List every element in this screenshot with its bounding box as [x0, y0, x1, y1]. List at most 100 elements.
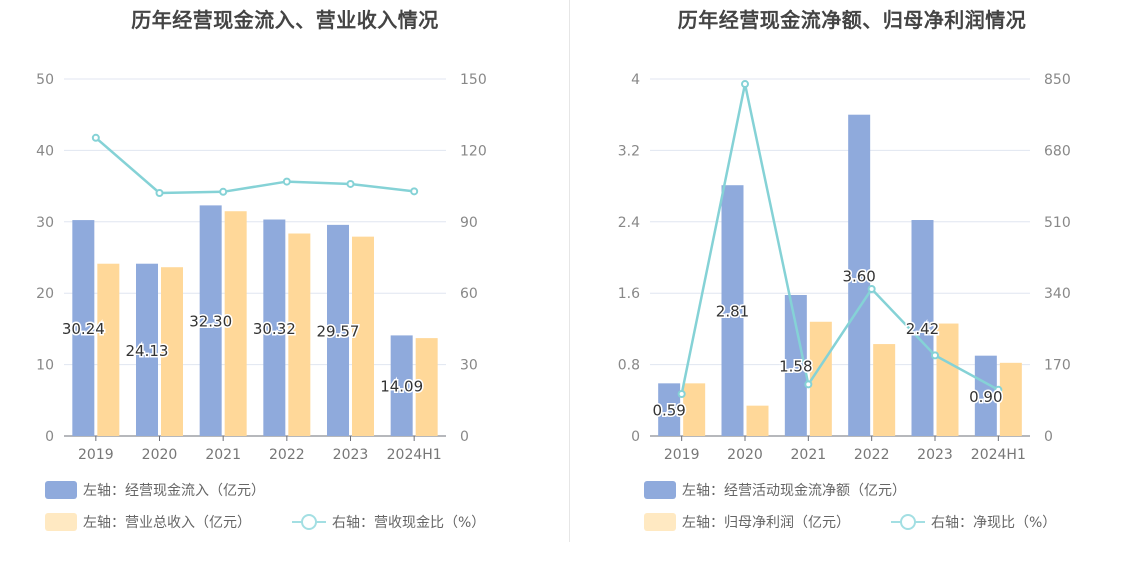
left-axis-tick-label: 40: [36, 143, 54, 159]
bar-value-label: 29.57: [317, 322, 360, 340]
bar-primary: [136, 263, 158, 436]
right-axis-tick-label: 680: [1044, 143, 1071, 159]
bar-value-label: 30.24: [62, 320, 105, 338]
ratio-point: [346, 179, 355, 188]
bar-primary: [911, 220, 934, 436]
bar-secondary: [683, 383, 706, 436]
bar-secondary: [224, 211, 247, 436]
ratio-point: [867, 285, 876, 293]
bar-value-label: 2.81: [716, 303, 749, 321]
ratio-point: [155, 189, 164, 198]
x-axis-tick-label: 2021: [791, 447, 827, 463]
left-axis-tick-label: 4: [631, 72, 640, 88]
chart-plot-net-cash: 0 0.8 1.6 2.4 3.2 4 0 170 340 510 680 850 2019 2020 20…: [618, 72, 1071, 463]
ratio-line: [95, 136, 415, 195]
chart-title: 历年经营现金流入、营业收入情况: [131, 8, 439, 32]
bar-secondary: [352, 236, 374, 436]
x-axis-tick-label: 2022: [854, 447, 890, 463]
legend-label: 右轴：营收现金比（%）: [332, 515, 486, 531]
right-axis-tick-label: 120: [460, 143, 487, 159]
x-axis-tick-label: 2019: [664, 447, 700, 463]
bar-primary: [974, 355, 997, 436]
left-axis-tick-label: 0.8: [618, 358, 640, 374]
right-axis-tick-label: 850: [1044, 72, 1071, 88]
bar-secondary: [999, 362, 1022, 436]
ratio-point: [282, 177, 291, 186]
legend-swatch-orange: [45, 513, 77, 531]
bar-primary: [721, 185, 744, 436]
chart-panel-net-cash: 历年经营现金流净额、归母净利润情况 0 0.8 1.6 2.4 3.2 4 0 170 340 5…: [570, 0, 1134, 582]
bar-value-label: 0.90: [969, 388, 1002, 406]
right-axis-tick-label: 0: [460, 429, 469, 445]
bar-value-label: 32.30: [189, 313, 232, 331]
legend-label: 左轴：归母净利润（亿元）: [682, 515, 850, 531]
left-axis-tick-label: 30: [36, 215, 54, 231]
right-axis-tick-label: 0: [1044, 429, 1053, 445]
bar-secondary: [809, 321, 832, 436]
bar-secondary: [288, 233, 311, 436]
bar-value-label: 24.13: [126, 342, 169, 360]
bar-secondary: [936, 323, 959, 436]
legend-label: 左轴：经营活动现金流净额（亿元）: [682, 483, 906, 499]
legend-item-ratio[interactable]: 右轴：营收现金比（%）: [292, 512, 485, 532]
chart-panel-cash-inflow: 历年经营现金流入、营业收入情况 0 10 20 30 40 50 0 30 60 90 120 150…: [36, 8, 487, 532]
chart-title: 历年经营现金流净额、归母净利润情况: [677, 8, 1027, 32]
x-axis-tick-label: 2023: [917, 447, 953, 463]
legend-item-revenue[interactable]: 左轴：营业总收入（亿元）: [45, 512, 251, 532]
legend-swatch-blue: [45, 481, 77, 499]
ratio-point: [219, 187, 228, 196]
left-axis-tick-label: 2.4: [618, 215, 640, 231]
left-axis-tick-label: 0: [45, 429, 54, 445]
legend-line-icon: [292, 513, 326, 531]
legend-swatch-blue: [644, 481, 676, 499]
right-axis-tick-label: 510: [1044, 215, 1071, 231]
right-axis-tick-label: 150: [460, 72, 487, 88]
bar-secondary: [161, 267, 183, 436]
ratio-point: [677, 390, 686, 398]
bar-primary: [199, 205, 222, 436]
bar-primary: [784, 294, 807, 436]
bar-secondary: [415, 338, 438, 436]
ratio-point: [931, 351, 939, 360]
bar-secondary: [97, 263, 120, 436]
left-axis-tick-label: 10: [36, 358, 54, 374]
x-axis-tick-label: 2024H1: [971, 447, 1026, 463]
legend-swatch-orange: [644, 513, 676, 531]
x-axis-tick-label: 2023: [333, 447, 369, 463]
x-axis-tick-label: 2024H1: [387, 447, 442, 463]
legend-label: 左轴：经营现金流入（亿元）: [83, 483, 265, 499]
bar-secondary: [873, 344, 896, 436]
left-axis-tick-label: 20: [36, 286, 54, 302]
x-axis-tick-label: 2022: [269, 447, 305, 463]
bar-value-label: 0.59: [652, 402, 685, 420]
bar-value-label: 30.32: [253, 320, 296, 338]
bar-secondary: [746, 405, 769, 436]
ratio-point: [994, 385, 1003, 394]
legend-item-inflow[interactable]: 左轴：经营现金流入（亿元）: [45, 480, 265, 500]
bar-primary: [848, 114, 871, 436]
legend-label: 左轴：营业总收入（亿元）: [83, 515, 251, 531]
chart-plot-cash-inflow: 0 10 20 30 40 50 0 30 60 90 120 150 2019 2020 2021 2022…: [36, 72, 487, 463]
ratio-point: [91, 133, 100, 142]
bar-primary: [390, 335, 413, 436]
ratio-point: [741, 80, 749, 89]
legend-item-ratio[interactable]: 右轴：净现比（%）: [891, 512, 1056, 532]
legend-item-net-cash[interactable]: 左轴：经营活动现金流净额（亿元）: [644, 480, 906, 500]
ratio-line: [680, 83, 999, 395]
x-axis-tick-label: 2021: [205, 447, 241, 463]
x-axis-tick-label: 2020: [142, 447, 178, 463]
right-axis-tick-label: 30: [460, 358, 478, 374]
left-axis-tick-label: 3.2: [618, 143, 640, 159]
bar-primary: [658, 383, 681, 436]
x-axis-tick-label: 2020: [727, 447, 763, 463]
bar-value-label: 3.60: [842, 267, 875, 285]
bar-primary: [327, 224, 349, 436]
ratio-point: [410, 187, 419, 196]
bar-primary: [72, 220, 95, 436]
legend-item-net-profit[interactable]: 左轴：归母净利润（亿元）: [644, 512, 850, 532]
right-axis-tick-label: 90: [460, 215, 478, 231]
left-axis-tick-label: 50: [36, 72, 54, 88]
bar-value-label: 14.09: [380, 378, 423, 396]
right-axis-tick-label: 60: [460, 286, 478, 302]
x-axis-tick-label: 2019: [78, 447, 114, 463]
